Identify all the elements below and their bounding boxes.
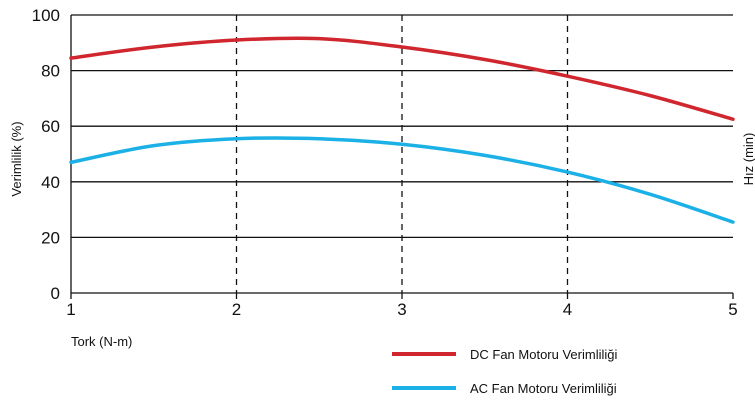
series-line-ac	[69, 136, 735, 224]
y-tick-label: 0	[51, 284, 60, 303]
plot-frame	[70, 14, 734, 299]
series-line-dc	[69, 36, 735, 121]
x-axis-title: Tork (N-m)	[71, 334, 132, 349]
x-tick-label: 2	[232, 300, 241, 319]
y-tick-label: 80	[41, 62, 60, 81]
x-tick-label: 1	[66, 300, 75, 319]
x-tick-label: 5	[728, 300, 737, 319]
series-lines	[69, 36, 735, 224]
y-tick-label: 40	[41, 173, 60, 192]
y-tick-label: 20	[41, 228, 60, 247]
y-tick-label: 60	[41, 117, 60, 136]
x-tick-label: 4	[563, 300, 572, 319]
y-tick-label: 100	[32, 6, 60, 25]
legend-label-ac: AC Fan Motoru Verimliliği	[470, 381, 617, 396]
legend-label-dc: DC Fan Motoru Verimliliği	[470, 347, 617, 362]
y-axis-title: Verimlilik (%)	[9, 121, 24, 196]
legend: DC Fan Motoru Verimliliği AC Fan Motoru …	[392, 347, 617, 396]
vertical-gridlines	[235, 15, 569, 293]
x-tick-labels: 1 2 3 4 5	[66, 300, 737, 319]
x-tick-label: 3	[397, 300, 406, 319]
y-tick-labels: 0 20 40 60 80 100	[32, 6, 60, 303]
secondary-y-axis-title: Hız (min)	[741, 133, 755, 186]
